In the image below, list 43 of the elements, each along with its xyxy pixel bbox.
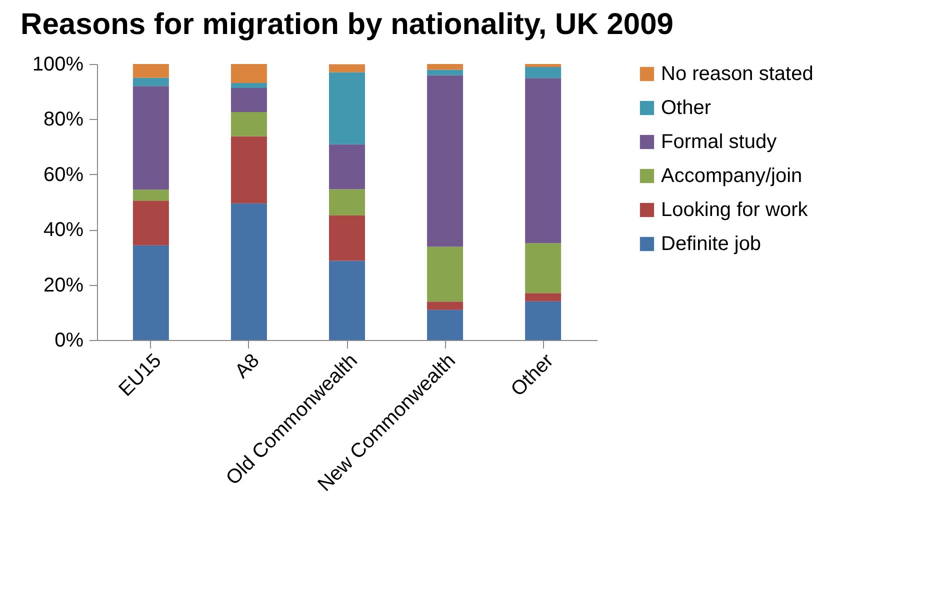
y-tick-label: 60%: [43, 164, 84, 186]
bar: [427, 70, 464, 76]
bar: [230, 112, 267, 136]
bar: [329, 216, 365, 261]
bar: [230, 203, 267, 340]
y-tick-label: 100%: [32, 54, 84, 76]
legend-label: No reason stated: [661, 63, 814, 85]
chart-title: Reasons for migration by nationality, UK 2009: [20, 8, 674, 41]
y-tick-label: 80%: [43, 108, 84, 131]
bar: [230, 88, 267, 112]
bar: [427, 75, 464, 247]
bar: [329, 260, 365, 340]
bar: [525, 64, 562, 68]
bar: [230, 136, 267, 204]
bar: [230, 83, 267, 88]
bar: [427, 310, 464, 340]
y-tick-label: 40%: [43, 219, 84, 242]
bar: [329, 64, 365, 72]
bar: [132, 190, 169, 201]
bar: [525, 78, 562, 244]
bar: [329, 72, 365, 144]
bar: [525, 243, 562, 294]
y-tick-label: 0%: [54, 330, 84, 352]
bar: [132, 245, 169, 340]
legend-label: Definite job: [661, 233, 762, 255]
bar: [525, 301, 562, 340]
bar: [427, 64, 464, 70]
bar: [525, 293, 562, 302]
bar: [132, 86, 169, 190]
bar: [427, 246, 464, 302]
legend-label: Looking for work: [661, 199, 809, 221]
bar: [132, 78, 169, 86]
legend-label: Accompany/join: [661, 165, 802, 187]
bar: [132, 200, 169, 246]
bar: [525, 67, 562, 78]
legend-label: Other: [661, 97, 712, 119]
bar: [427, 302, 464, 310]
bar: [329, 189, 365, 216]
y-tick-label: 20%: [43, 274, 84, 296]
bar: [230, 64, 267, 84]
bar: [132, 64, 169, 78]
bar: [329, 144, 365, 190]
legend-label: Formal study: [661, 131, 777, 153]
